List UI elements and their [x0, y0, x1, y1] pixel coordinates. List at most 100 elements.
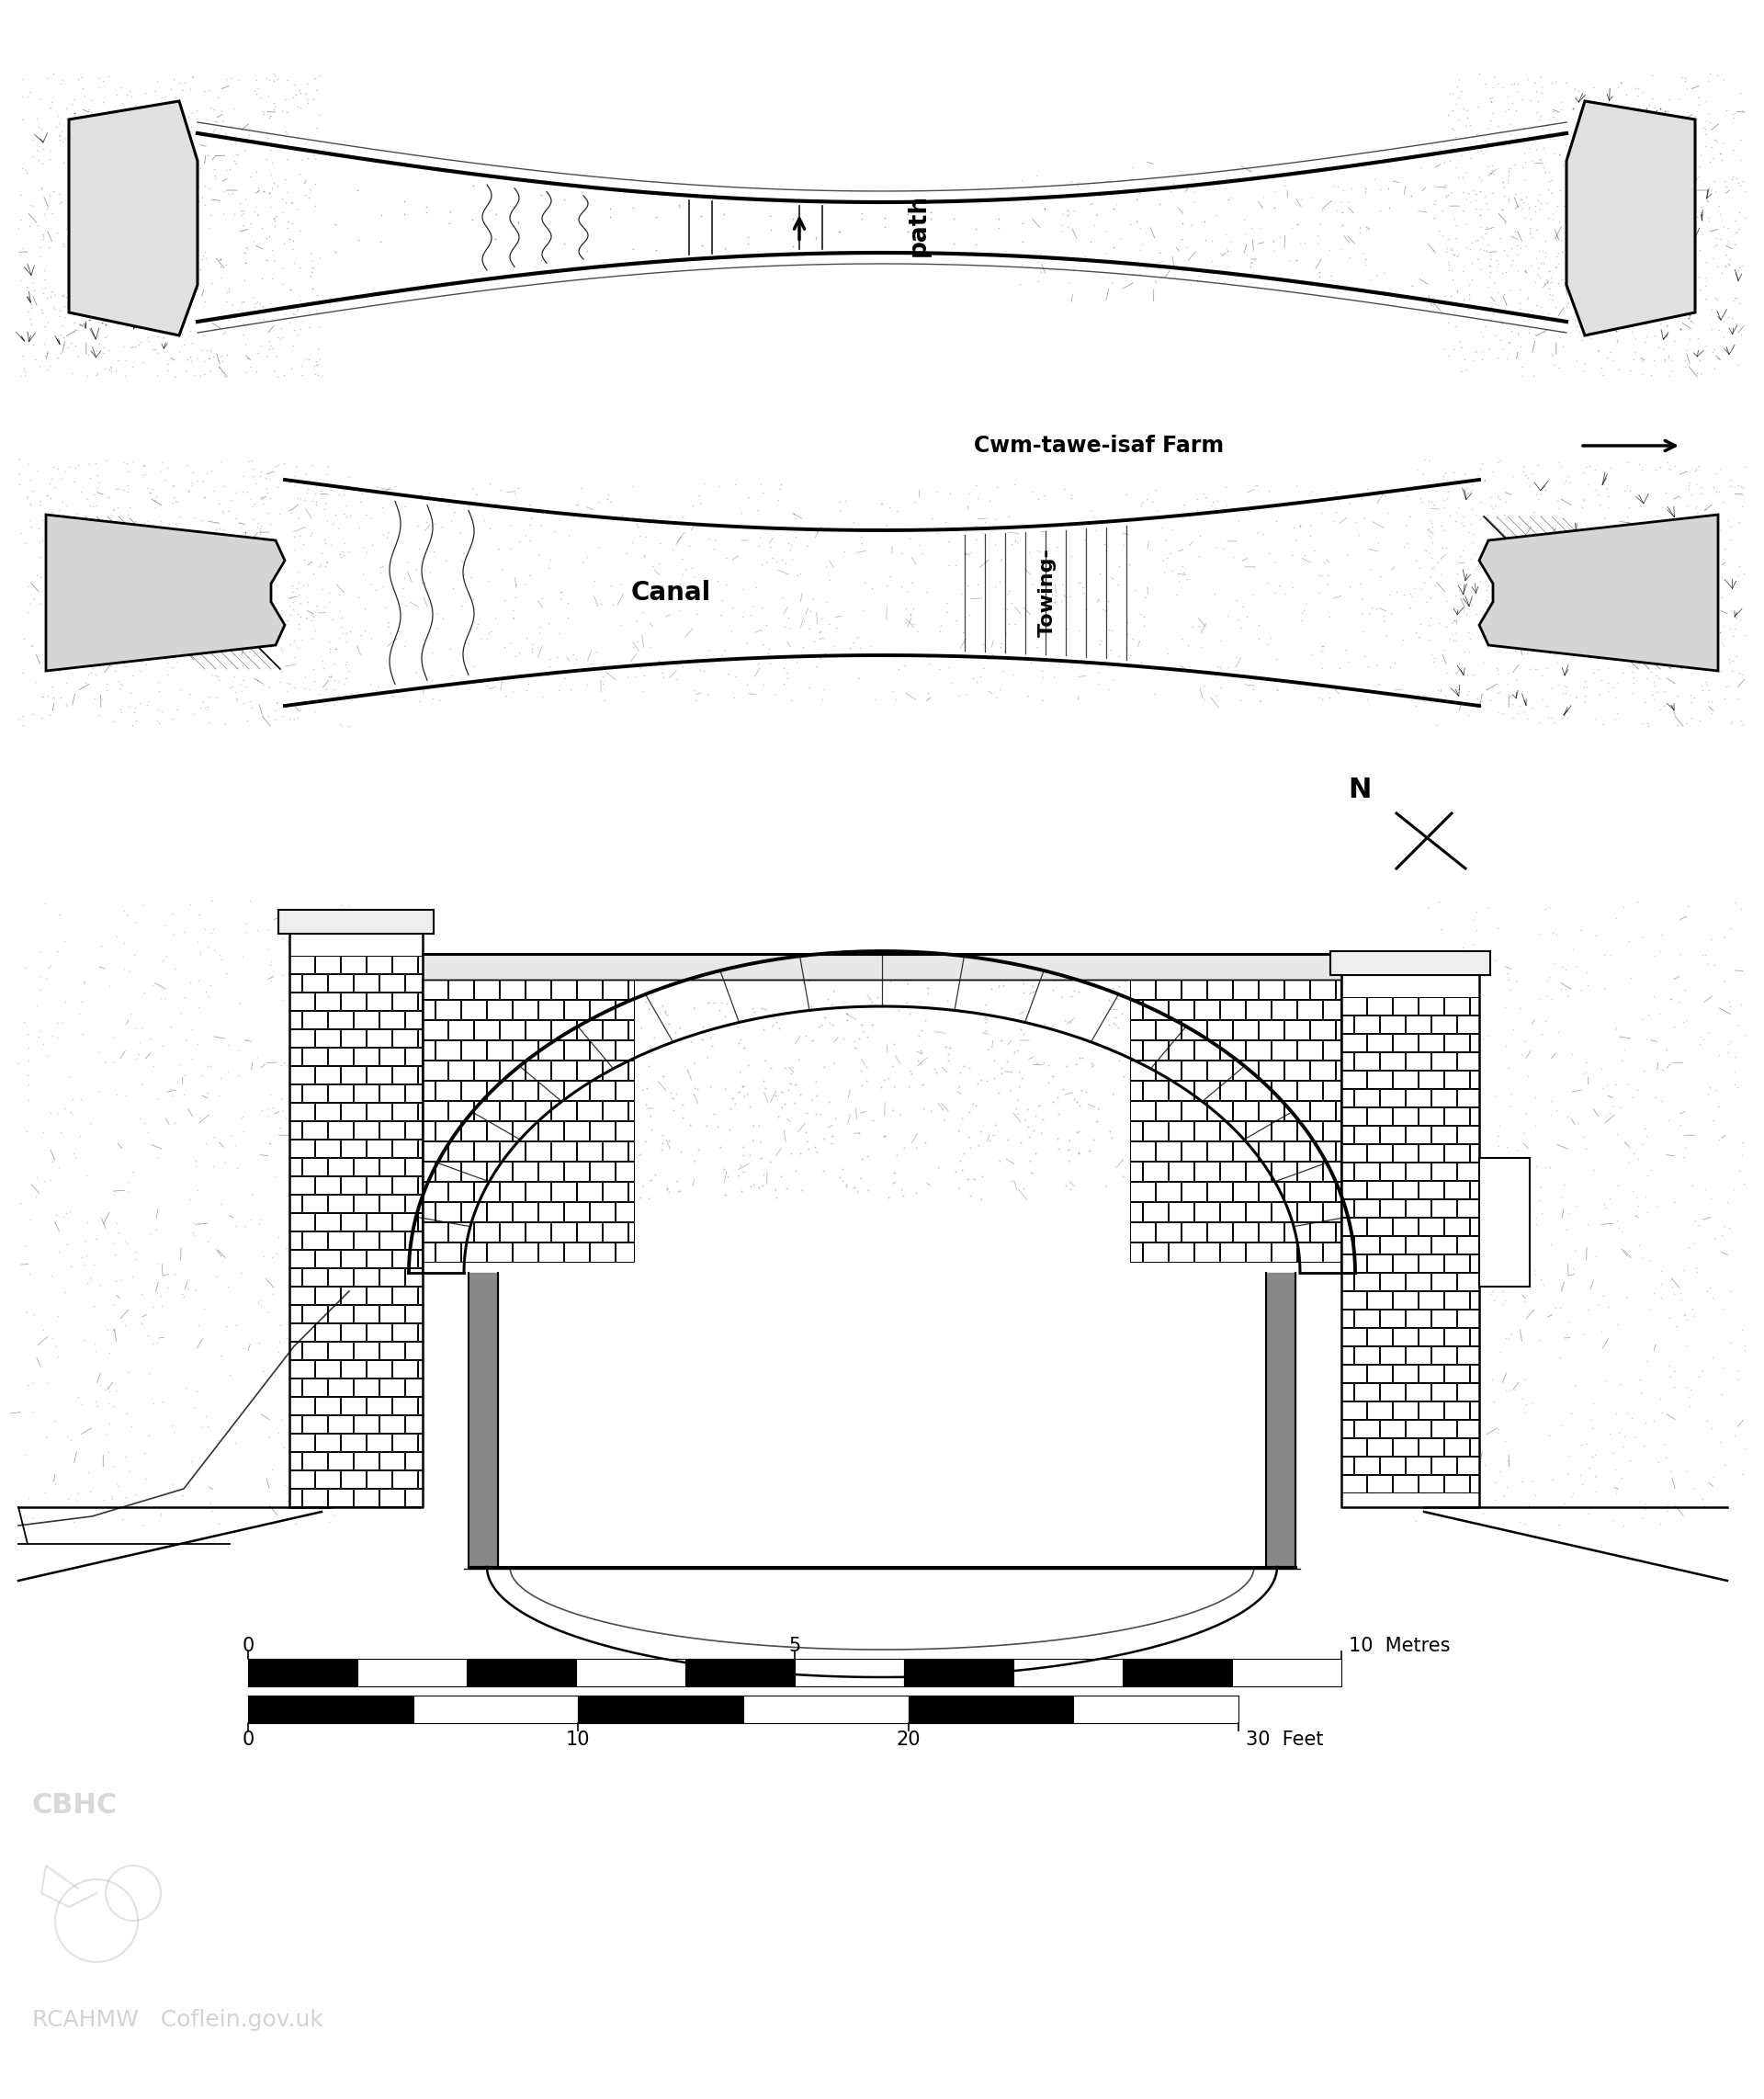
- Point: [1570, 168, 1598, 202]
- Bar: [908, 1696, 1074, 1723]
- Point: [332, 1184, 360, 1217]
- Point: [76, 1261, 104, 1295]
- Point: [711, 212, 739, 246]
- Point: [1311, 546, 1339, 579]
- Point: [789, 966, 817, 999]
- Point: [1510, 111, 1538, 145]
- Point: [1632, 1119, 1660, 1152]
- Point: [1415, 1207, 1443, 1241]
- Point: [1559, 1478, 1588, 1511]
- Point: [1702, 227, 1730, 260]
- Point: [1514, 279, 1542, 313]
- Point: [1690, 607, 1718, 640]
- Point: [95, 59, 123, 92]
- Point: [120, 113, 148, 147]
- Point: [1473, 210, 1501, 243]
- Point: [1349, 615, 1378, 649]
- Point: [231, 246, 259, 279]
- Point: [1545, 1507, 1573, 1541]
- Bar: [328, 1159, 353, 1175]
- Point: [499, 602, 527, 636]
- Point: [780, 225, 808, 258]
- Point: [1570, 1318, 1598, 1352]
- Point: [180, 1392, 208, 1425]
- Point: [18, 306, 46, 340]
- Point: [312, 1404, 340, 1438]
- Point: [1579, 657, 1607, 691]
- Point: [1674, 584, 1702, 617]
- Point: [1471, 525, 1499, 558]
- Bar: [379, 1453, 404, 1469]
- Point: [1566, 1427, 1595, 1461]
- Point: [1476, 86, 1505, 120]
- Point: [143, 703, 171, 737]
- Bar: [1367, 1438, 1392, 1457]
- Point: [1618, 1175, 1646, 1209]
- Bar: [603, 1222, 628, 1243]
- Point: [926, 609, 954, 642]
- Point: [688, 1022, 716, 1056]
- Bar: [392, 955, 416, 974]
- Bar: [1245, 1203, 1270, 1222]
- Point: [333, 1108, 362, 1142]
- Point: [1203, 262, 1231, 296]
- Point: [1328, 227, 1357, 260]
- Bar: [1480, 1175, 1492, 1190]
- Point: [1484, 911, 1512, 945]
- Point: [1446, 325, 1475, 359]
- Point: [1692, 491, 1720, 525]
- Point: [803, 225, 831, 258]
- Point: [318, 527, 346, 560]
- Point: [829, 1022, 857, 1056]
- Point: [933, 1037, 961, 1070]
- Point: [249, 97, 277, 130]
- Bar: [423, 999, 434, 1020]
- Point: [1547, 222, 1575, 256]
- Point: [1563, 518, 1591, 552]
- Point: [148, 695, 176, 728]
- Point: [224, 1509, 252, 1543]
- Bar: [316, 1396, 340, 1415]
- Point: [1720, 1173, 1748, 1207]
- Point: [679, 560, 707, 594]
- Point: [1563, 309, 1591, 342]
- Point: [265, 449, 293, 483]
- Point: [1702, 124, 1730, 157]
- Point: [1630, 227, 1658, 260]
- Point: [1674, 256, 1702, 290]
- Point: [963, 227, 991, 260]
- Point: [1349, 237, 1378, 271]
- Point: [887, 535, 916, 569]
- Point: [41, 292, 69, 325]
- Point: [212, 315, 240, 348]
- Point: [1131, 216, 1159, 250]
- Point: [1457, 132, 1485, 166]
- Point: [310, 590, 339, 623]
- Point: [258, 172, 286, 206]
- Point: [101, 1314, 129, 1348]
- Point: [146, 1499, 175, 1532]
- Bar: [1221, 1203, 1245, 1222]
- Point: [196, 197, 224, 231]
- Point: [1639, 101, 1667, 134]
- Point: [212, 1310, 240, 1343]
- Point: [1628, 170, 1656, 204]
- Point: [139, 248, 168, 281]
- Point: [92, 319, 120, 353]
- Point: [34, 281, 62, 315]
- Point: [1473, 584, 1501, 617]
- Point: [1402, 976, 1431, 1010]
- Point: [1346, 212, 1374, 246]
- Point: [81, 189, 109, 222]
- Point: [259, 243, 288, 277]
- Point: [402, 655, 430, 688]
- Point: [1027, 237, 1055, 271]
- Point: [279, 575, 307, 609]
- Point: [1083, 584, 1111, 617]
- Point: [224, 1033, 252, 1066]
- Point: [217, 483, 245, 516]
- Point: [1080, 1123, 1108, 1157]
- Point: [161, 468, 189, 502]
- Point: [1185, 518, 1214, 552]
- Point: [762, 512, 790, 546]
